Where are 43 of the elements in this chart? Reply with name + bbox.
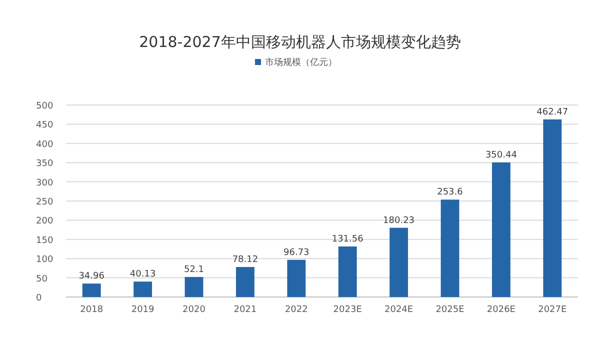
y-tick-label: 50	[36, 274, 48, 284]
data-label: 180.23	[383, 216, 415, 226]
y-tick-label: 100	[36, 255, 54, 266]
data-label: 462.47	[536, 107, 568, 118]
x-tick-label: 2026E	[486, 305, 516, 315]
x-tick-label: 2019	[131, 305, 155, 315]
data-label: 78.12	[232, 255, 258, 265]
data-label: 34.96	[78, 272, 105, 282]
y-tick-label: 0	[36, 294, 42, 304]
data-label: 40.13	[130, 270, 156, 280]
x-tick-label: 2024E	[384, 305, 414, 315]
x-tick-label: 2022	[284, 305, 308, 315]
y-tick-label: 450	[36, 120, 54, 131]
y-tick-label: 500	[36, 102, 54, 112]
x-tick-label: 2025E	[436, 305, 465, 315]
data-label: 253.6	[437, 188, 464, 198]
y-tick-label: 400	[36, 140, 54, 150]
y-tick-label: 300	[36, 178, 54, 188]
x-tick-label: 2020	[182, 305, 206, 315]
x-tick-label: 2027E	[538, 305, 568, 315]
x-tick-label: 2021	[234, 305, 257, 315]
bar	[440, 200, 460, 297]
bar	[390, 228, 408, 297]
bar	[184, 276, 204, 297]
y-tick-label: 200	[36, 216, 54, 227]
bar	[492, 162, 510, 297]
y-tick-label: 150	[36, 236, 54, 246]
bar	[287, 260, 306, 297]
data-label: 350.44	[485, 150, 518, 160]
y-tick-label: 350	[36, 159, 54, 170]
bar	[134, 282, 152, 297]
data-label: 52.1	[184, 264, 204, 275]
chart-title: 2018-2027年中国移动机器人市场规模变化趋势	[139, 33, 461, 51]
bar	[82, 284, 101, 297]
y-tick-label: 250	[36, 198, 54, 208]
data-label: 131.56	[332, 234, 364, 244]
x-tick-label: 2018	[80, 305, 104, 315]
bar	[338, 246, 357, 297]
legend-label: 市场规模（亿元）	[265, 57, 337, 68]
bar	[236, 267, 254, 297]
bar	[543, 119, 562, 297]
x-tick-label: 2023E	[333, 305, 362, 315]
data-label: 96.73	[284, 248, 310, 258]
